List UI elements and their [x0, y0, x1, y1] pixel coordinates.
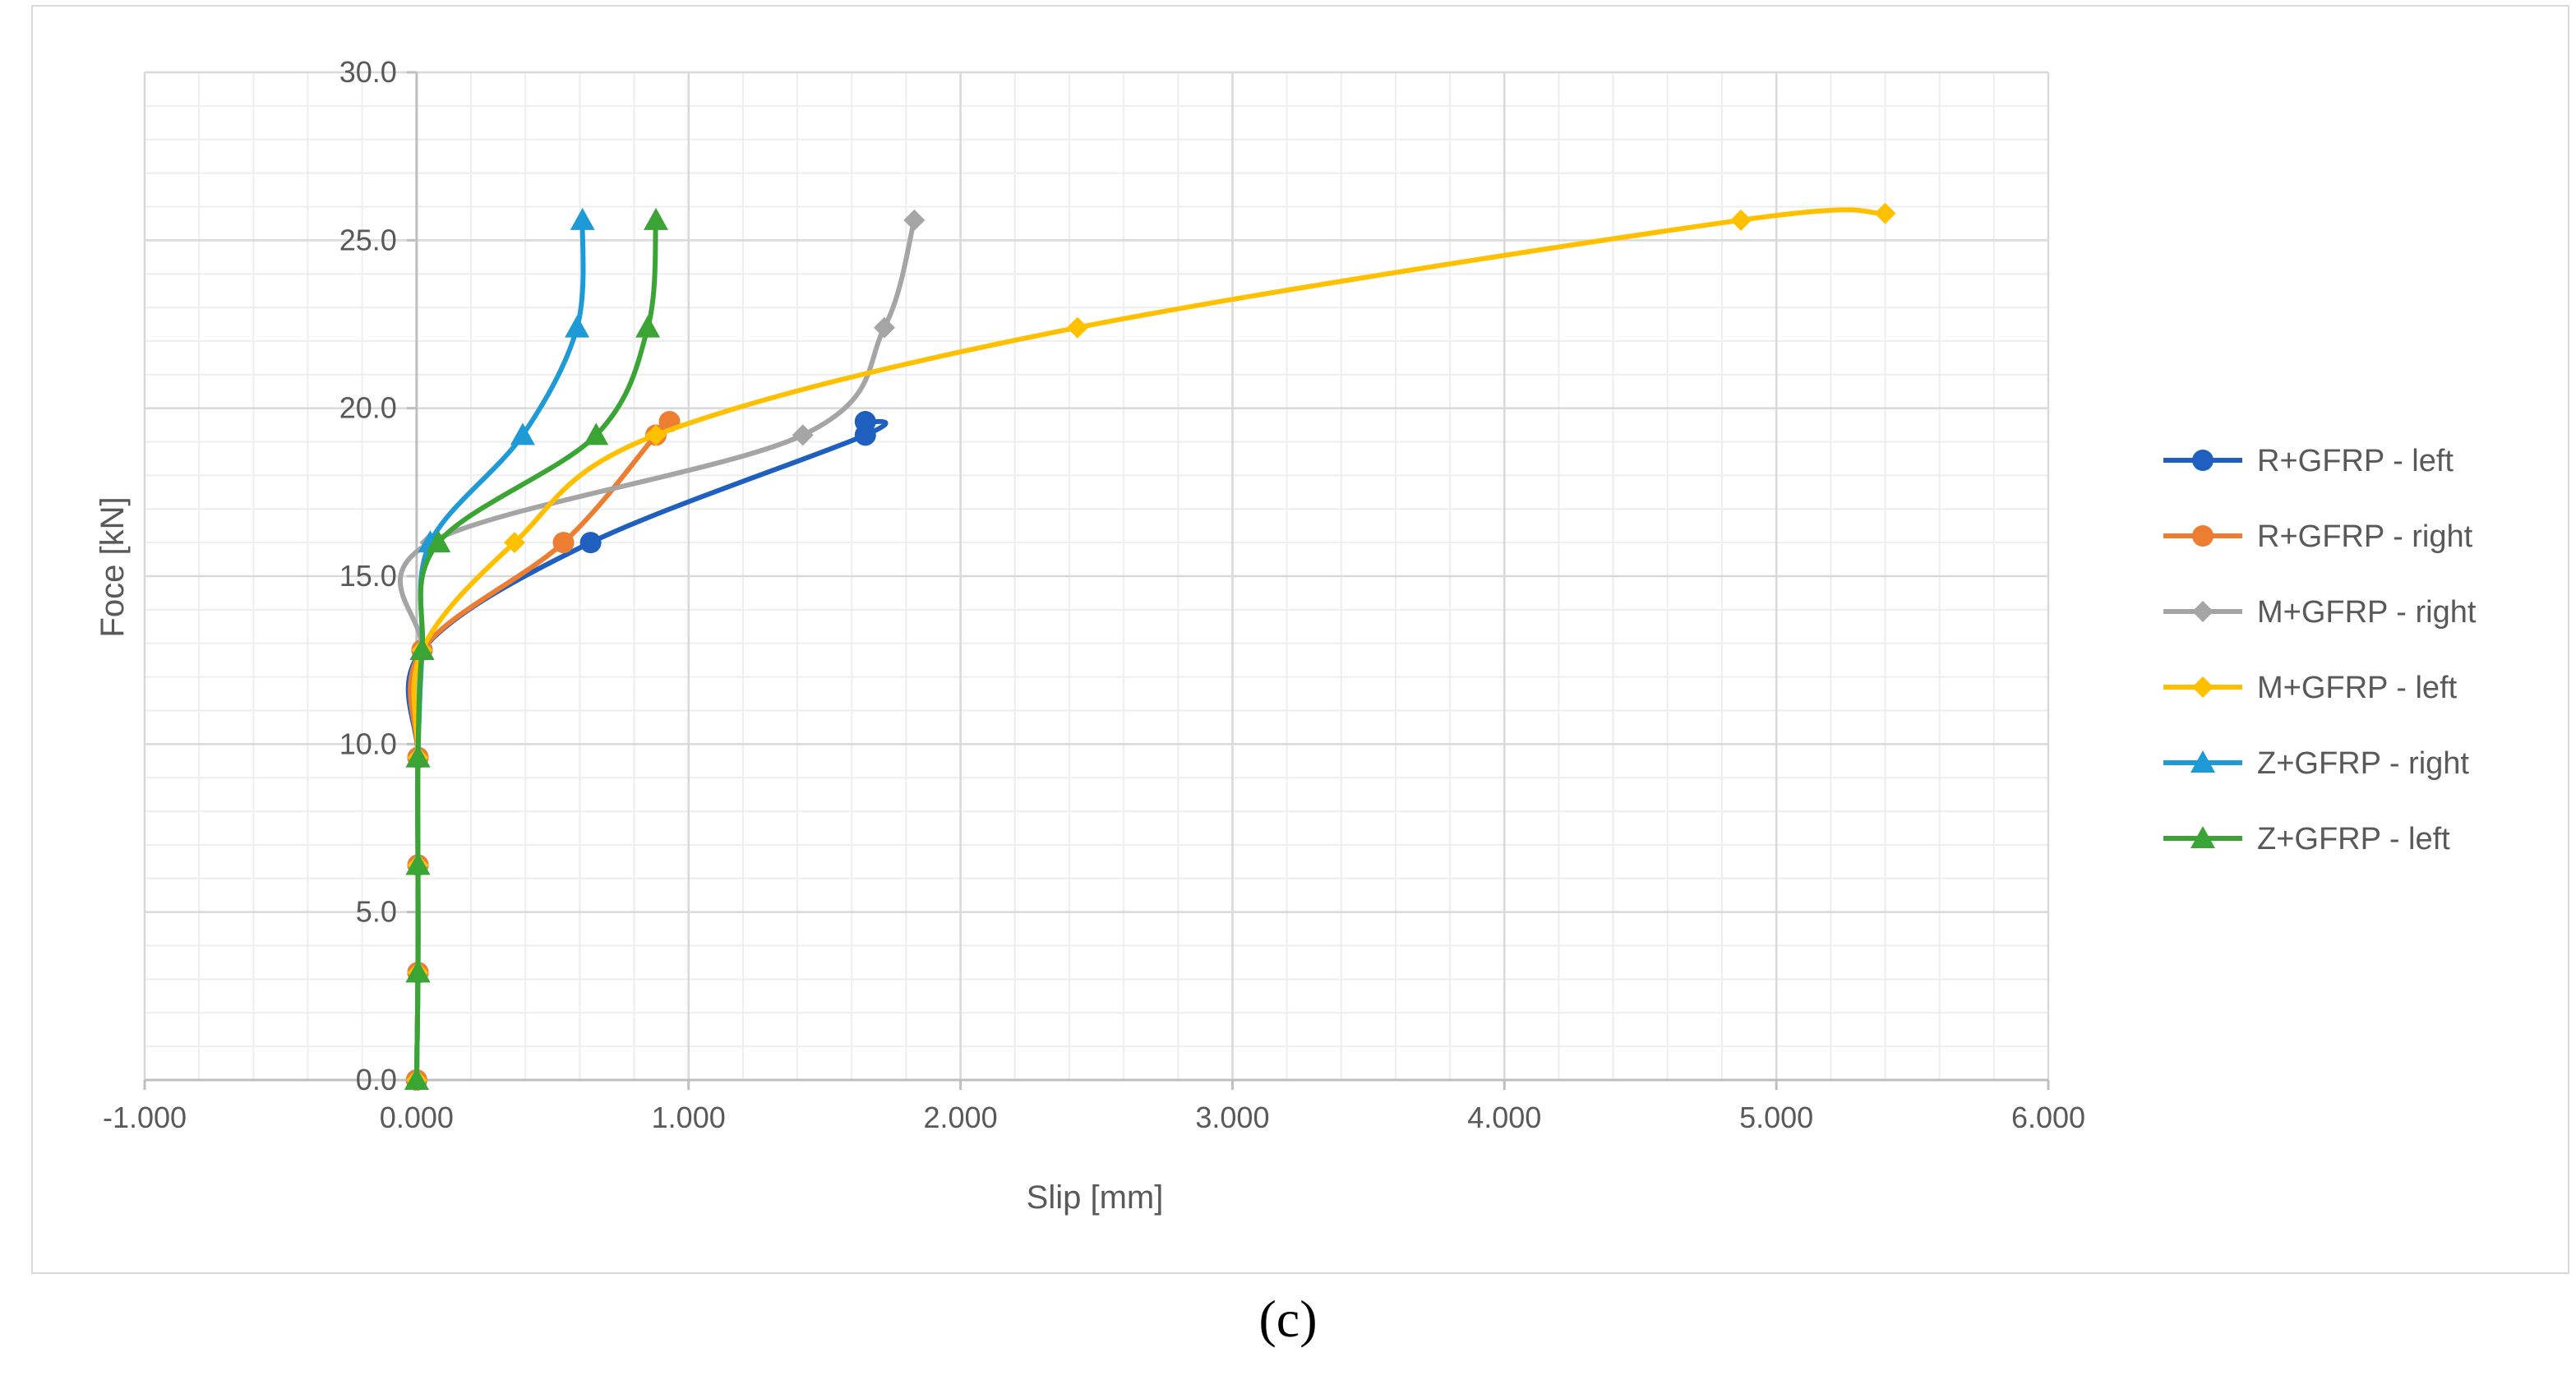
data-point: [635, 315, 661, 338]
data-point: [903, 209, 926, 231]
data-point: [1874, 202, 1896, 224]
y-tick-label: 25.0: [339, 223, 397, 256]
y-tick-label: 10.0: [339, 727, 397, 760]
series-4: [404, 207, 595, 1090]
major-gridlines: [143, 71, 2050, 1082]
x-tick-label: 4.000: [1467, 1101, 1541, 1134]
series-layer: [398, 202, 1896, 1091]
legend-marker: [2192, 601, 2214, 622]
data-point: [579, 532, 602, 554]
legend-marker: [2191, 750, 2215, 773]
series-line-4: [413, 217, 586, 1082]
data-point: [854, 411, 876, 433]
data-point: [405, 745, 431, 768]
data-point: [1066, 316, 1088, 339]
x-tick-label: 3.000: [1195, 1101, 1269, 1134]
chart-frame: [31, 5, 2569, 1274]
y-axis-title: Foce [kN]: [95, 496, 131, 637]
legend: R+GFRP - left R+GFRP - right M+GFRP - righ…: [2163, 444, 2477, 856]
data-point: [644, 207, 669, 230]
legend-marker: [2192, 450, 2214, 471]
y-tick-label: 30.0: [339, 55, 397, 89]
legend-marker: [2192, 676, 2214, 698]
legend-label: Z+GFRP - left: [2257, 822, 2450, 856]
series-line-0: [405, 418, 889, 1082]
tick-labels: -1.000 0.000 1.000 2.000 3.000 4.000 5.000 6.00…: [103, 55, 2085, 1134]
chart-svg: -1.000 0.000 1.000 2.000 3.000 4.000 5.000 6.00…: [95, 55, 2477, 1216]
data-point: [1730, 209, 1752, 231]
legend-item-1: R+GFRP - right: [2163, 519, 2473, 554]
legend-label: R+GFRP - right: [2257, 519, 2473, 554]
legend-label: Z+GFRP - right: [2257, 746, 2469, 781]
data-point: [510, 422, 535, 445]
x-axis-title: Slip [mm]: [1027, 1179, 1164, 1216]
data-point: [792, 424, 814, 446]
data-point: [404, 1068, 429, 1090]
x-tick-label: 6.000: [2011, 1101, 2085, 1134]
series-3: [405, 202, 1896, 1091]
data-point: [552, 532, 575, 554]
data-point: [645, 424, 667, 446]
legend-item-0: R+GFRP - left: [2163, 444, 2454, 478]
series-5: [404, 207, 669, 1090]
series-line-1: [408, 418, 672, 1082]
y-tick-label: 5.0: [356, 895, 397, 929]
y-tick-label: 15.0: [339, 559, 397, 593]
legend-item-3: M+GFRP - left: [2163, 671, 2458, 705]
data-point: [405, 960, 431, 983]
figure-caption: (c): [1258, 1290, 1318, 1348]
x-tick-label: 0.000: [380, 1101, 454, 1134]
y-tick-label: 0.0: [356, 1063, 397, 1096]
data-point: [873, 316, 895, 339]
data-point: [409, 637, 435, 660]
legend-marker: [2191, 826, 2215, 848]
axes: [143, 71, 2050, 1090]
x-tick-label: 2.000: [924, 1101, 998, 1134]
y-tick-label: 20.0: [339, 391, 397, 425]
data-point: [503, 532, 525, 554]
x-tick-label: -1.000: [103, 1101, 187, 1134]
legend-item-2: M+GFRP - right: [2163, 595, 2477, 630]
legend-label: R+GFRP - left: [2257, 444, 2454, 478]
data-point: [570, 207, 595, 230]
data-point: [426, 530, 451, 553]
data-point: [584, 422, 609, 445]
series-line-2: [398, 217, 917, 1082]
legend-label: M+GFRP - left: [2257, 671, 2458, 705]
legend-item-4: Z+GFRP - right: [2163, 746, 2469, 781]
legend-label: M+GFRP - right: [2257, 595, 2477, 630]
x-tick-label: 1.000: [652, 1101, 726, 1134]
series-line-5: [413, 217, 659, 1082]
data-point: [405, 852, 431, 875]
legend-marker: [2192, 525, 2214, 547]
legend-item-5: Z+GFRP - left: [2163, 822, 2450, 856]
data-point: [565, 315, 590, 338]
x-tick-label: 5.000: [1739, 1101, 1813, 1134]
